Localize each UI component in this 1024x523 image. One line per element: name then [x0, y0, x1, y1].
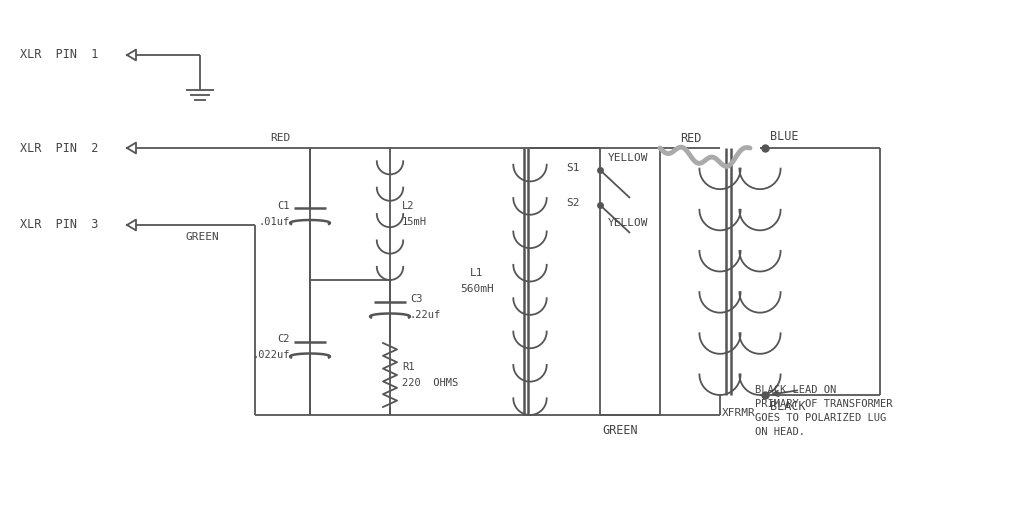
Text: RED: RED — [680, 131, 701, 144]
Text: .022uf: .022uf — [253, 350, 290, 360]
Text: 220  OHMS: 220 OHMS — [402, 378, 459, 388]
Text: YELLOW: YELLOW — [608, 218, 648, 228]
Text: C1: C1 — [278, 201, 290, 211]
Text: S2: S2 — [566, 198, 580, 208]
Text: GREEN: GREEN — [602, 424, 638, 437]
Text: XLR  PIN  2: XLR PIN 2 — [20, 142, 98, 154]
Text: PRIMARY OF TRANSFORMER: PRIMARY OF TRANSFORMER — [755, 399, 893, 409]
Text: XLR  PIN  3: XLR PIN 3 — [20, 219, 98, 232]
Text: 560mH: 560mH — [460, 285, 494, 294]
Text: L1: L1 — [470, 268, 483, 279]
Text: BLUE: BLUE — [770, 130, 799, 142]
Text: .22uf: .22uf — [410, 311, 441, 321]
Text: .01uf: .01uf — [259, 217, 290, 227]
Text: C3: C3 — [410, 294, 423, 304]
Text: C2: C2 — [278, 335, 290, 345]
Text: BLACK LEAD ON: BLACK LEAD ON — [755, 385, 837, 395]
Text: R1: R1 — [402, 362, 415, 372]
Text: GOES TO POLARIZED LUG: GOES TO POLARIZED LUG — [755, 413, 886, 423]
Text: 15mH: 15mH — [402, 217, 427, 227]
Text: XLR  PIN  1: XLR PIN 1 — [20, 49, 98, 62]
Text: ON HEAD.: ON HEAD. — [755, 427, 805, 437]
Text: L2: L2 — [402, 201, 415, 211]
Text: XFRMR: XFRMR — [722, 408, 756, 418]
Text: GREEN: GREEN — [185, 232, 219, 242]
Text: RED: RED — [270, 133, 290, 143]
Text: YELLOW: YELLOW — [608, 153, 648, 163]
Text: S1: S1 — [566, 163, 580, 173]
Text: BLACK: BLACK — [770, 401, 806, 414]
